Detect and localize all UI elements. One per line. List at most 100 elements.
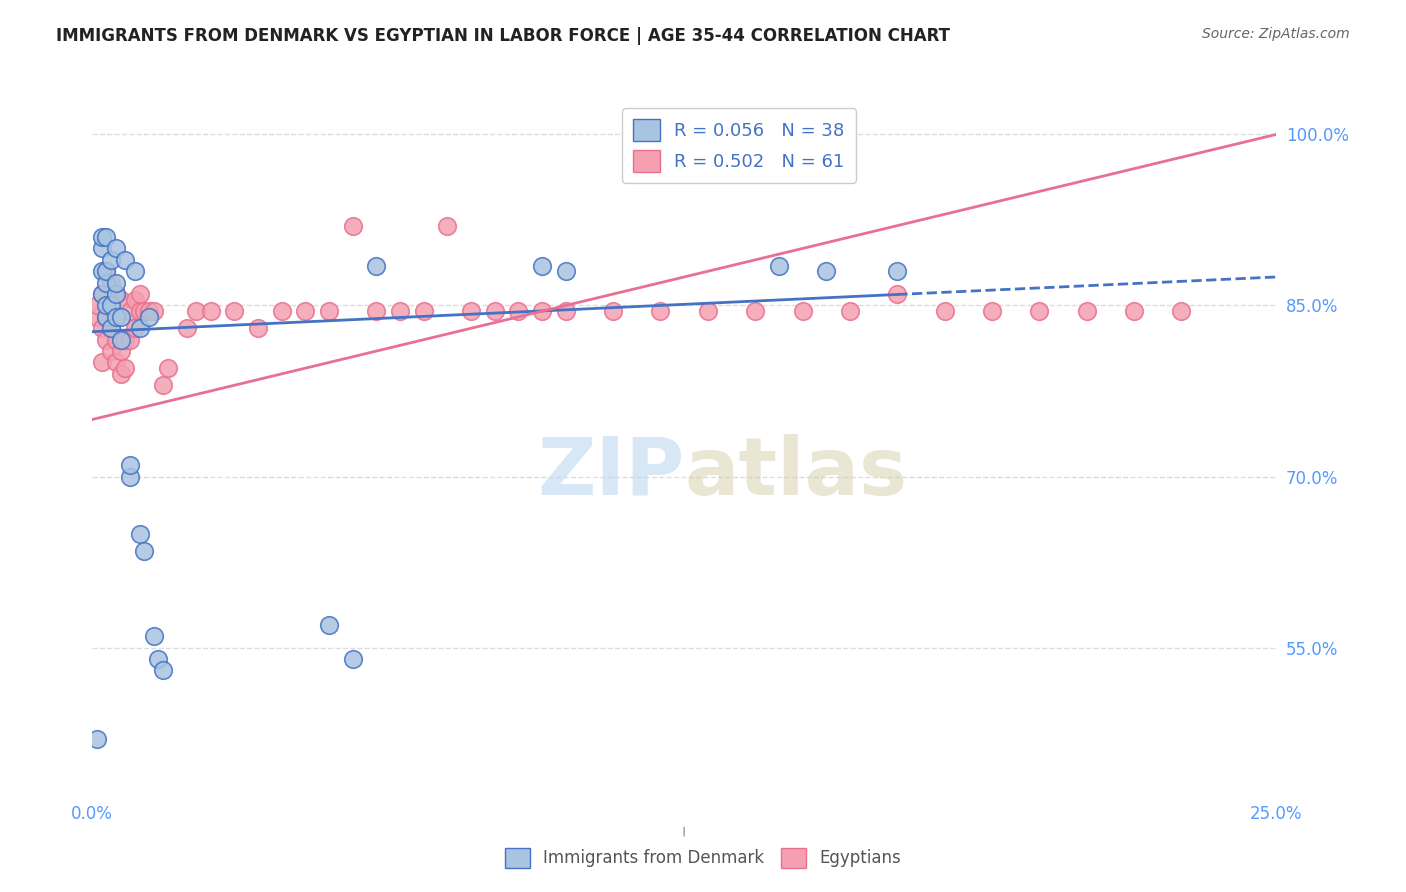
Point bbox=[96, 230, 118, 244]
Text: Source: ZipAtlas.com: Source: ZipAtlas.com bbox=[1202, 27, 1350, 41]
Point bbox=[120, 333, 142, 347]
Point bbox=[100, 321, 122, 335]
Point bbox=[100, 344, 122, 359]
Point bbox=[104, 242, 127, 256]
Point bbox=[460, 304, 482, 318]
Point bbox=[246, 321, 269, 335]
Point bbox=[1076, 304, 1098, 318]
Point bbox=[156, 361, 179, 376]
Point bbox=[436, 219, 458, 233]
Point bbox=[696, 304, 718, 318]
Point bbox=[90, 355, 112, 369]
Point bbox=[792, 304, 814, 318]
Point bbox=[508, 304, 530, 318]
Point bbox=[768, 259, 790, 273]
Point bbox=[90, 264, 112, 278]
Point bbox=[104, 287, 127, 301]
Point bbox=[110, 333, 132, 347]
Point bbox=[96, 310, 118, 324]
Point bbox=[1028, 304, 1050, 318]
Point bbox=[120, 458, 142, 472]
Point bbox=[96, 333, 118, 347]
Point bbox=[270, 304, 292, 318]
Point bbox=[318, 617, 340, 632]
Point bbox=[294, 304, 316, 318]
Text: atlas: atlas bbox=[685, 434, 907, 511]
Point bbox=[134, 543, 156, 558]
Point bbox=[128, 526, 150, 541]
Point bbox=[186, 304, 208, 318]
Point bbox=[1170, 304, 1192, 318]
Point bbox=[886, 287, 908, 301]
Point bbox=[412, 304, 434, 318]
Point bbox=[100, 276, 122, 290]
Point bbox=[96, 264, 118, 278]
Point bbox=[650, 304, 672, 318]
Point bbox=[90, 321, 112, 335]
Point bbox=[602, 304, 624, 318]
Point bbox=[96, 310, 118, 324]
Point bbox=[981, 304, 1004, 318]
Point bbox=[554, 264, 576, 278]
Point bbox=[128, 321, 150, 335]
Point bbox=[531, 304, 554, 318]
Point bbox=[1123, 304, 1146, 318]
Point bbox=[104, 333, 127, 347]
Point bbox=[134, 304, 156, 318]
Point bbox=[142, 629, 165, 643]
Point bbox=[90, 287, 112, 301]
Point bbox=[96, 276, 118, 290]
Point bbox=[152, 378, 174, 392]
Point bbox=[90, 287, 112, 301]
Point bbox=[96, 298, 118, 312]
Point bbox=[142, 304, 165, 318]
Point bbox=[104, 287, 127, 301]
Point bbox=[110, 367, 132, 381]
Point bbox=[554, 304, 576, 318]
Point bbox=[200, 304, 222, 318]
Point bbox=[838, 304, 860, 318]
Point bbox=[366, 304, 388, 318]
Point bbox=[224, 304, 246, 318]
Point bbox=[90, 242, 112, 256]
Point bbox=[124, 293, 146, 307]
Point bbox=[120, 304, 142, 318]
Point bbox=[744, 304, 766, 318]
Point bbox=[342, 652, 364, 666]
Point bbox=[114, 361, 136, 376]
Point bbox=[176, 321, 198, 335]
Point bbox=[815, 264, 838, 278]
Point bbox=[104, 276, 127, 290]
Point bbox=[138, 310, 160, 324]
Point bbox=[128, 304, 150, 318]
Point bbox=[120, 469, 142, 483]
Point bbox=[100, 321, 122, 335]
Point bbox=[342, 219, 364, 233]
Point bbox=[366, 259, 388, 273]
Point bbox=[110, 310, 132, 324]
Point bbox=[484, 304, 506, 318]
Legend: R = 0.056   N = 38, R = 0.502   N = 61: R = 0.056 N = 38, R = 0.502 N = 61 bbox=[621, 108, 856, 183]
Point bbox=[104, 310, 127, 324]
Point bbox=[148, 652, 170, 666]
Point bbox=[86, 298, 108, 312]
Point bbox=[138, 304, 160, 318]
Point bbox=[90, 230, 112, 244]
Point bbox=[388, 304, 411, 318]
Text: IMMIGRANTS FROM DENMARK VS EGYPTIAN IN LABOR FORCE | AGE 35-44 CORRELATION CHART: IMMIGRANTS FROM DENMARK VS EGYPTIAN IN L… bbox=[56, 27, 950, 45]
Point bbox=[124, 321, 146, 335]
Point bbox=[128, 287, 150, 301]
Point bbox=[531, 259, 554, 273]
Point bbox=[152, 663, 174, 677]
Point bbox=[100, 298, 122, 312]
Point bbox=[124, 264, 146, 278]
Point bbox=[100, 252, 122, 267]
Point bbox=[110, 344, 132, 359]
Legend: Immigrants from Denmark, Egyptians: Immigrants from Denmark, Egyptians bbox=[498, 841, 908, 875]
Point bbox=[934, 304, 956, 318]
Point bbox=[86, 310, 108, 324]
Point bbox=[96, 264, 118, 278]
Point bbox=[886, 264, 908, 278]
Point bbox=[114, 252, 136, 267]
Point bbox=[86, 731, 108, 746]
